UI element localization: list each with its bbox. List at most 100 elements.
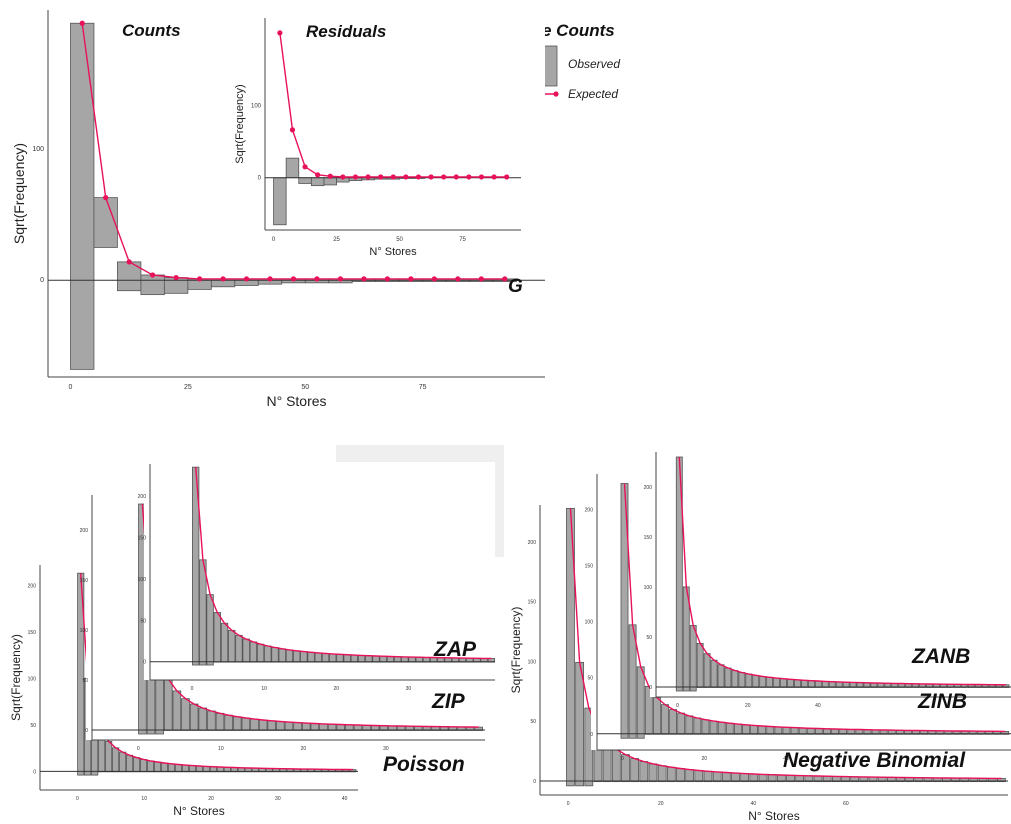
negative-binomial-y-tick-label: 0 bbox=[533, 779, 536, 785]
zip-bar bbox=[258, 719, 268, 731]
negative-binomial-bar bbox=[740, 773, 750, 783]
zinb-bar bbox=[620, 483, 629, 739]
poisson-expected-line bbox=[80, 573, 353, 771]
poisson-bar bbox=[167, 763, 175, 773]
zip-y-tick-label: 200 bbox=[80, 528, 89, 534]
counts-main-expected-point bbox=[243, 276, 250, 282]
zap-x-tick-label: 30 bbox=[406, 686, 412, 692]
zanb-bar bbox=[689, 625, 697, 692]
zanb-bar bbox=[800, 679, 808, 688]
counts-main-expected-point bbox=[314, 276, 320, 282]
residuals-inset-x-tick-label: 25 bbox=[333, 237, 340, 243]
residuals-inset-expected-point bbox=[491, 174, 497, 180]
residuals-inset-expected-point bbox=[289, 127, 296, 133]
zanb-x-tick-label: 20 bbox=[745, 703, 751, 709]
residuals-inset-chart: 0 25 50 75 0 100 N° Stores Sqrt(Frequency) bbox=[234, 16, 521, 258]
zip-expected-line bbox=[141, 503, 479, 728]
zanb-bar bbox=[682, 586, 690, 692]
zinb-bar bbox=[758, 725, 767, 735]
zanb-y-tick-label: 200 bbox=[644, 485, 653, 491]
zanb-y-tick-label: 0 bbox=[649, 685, 652, 691]
counts-main-expected-point bbox=[431, 276, 437, 282]
counts-main-expected-point bbox=[79, 20, 85, 26]
zap-bar bbox=[271, 647, 279, 663]
counts-main-x-tick-label: 25 bbox=[184, 384, 192, 391]
negative-binomial-x-tick-label: 40 bbox=[751, 801, 757, 807]
zap-label: ZAP bbox=[433, 638, 477, 661]
zanb-label: ZANB bbox=[911, 645, 970, 668]
counts-main-expected-point bbox=[126, 259, 132, 265]
counts-main-expected-point bbox=[337, 276, 344, 282]
zip-label: ZIP bbox=[431, 690, 466, 713]
negative-binomial-expected-line bbox=[569, 508, 1002, 780]
zip-y-tick-label: 150 bbox=[80, 578, 89, 584]
negative-binomial-x-tick-label: 60 bbox=[843, 801, 849, 807]
residuals-inset-expected-point bbox=[302, 164, 308, 170]
zanb-bar bbox=[724, 667, 732, 688]
residuals-inset-y-tick-label: 100 bbox=[251, 103, 262, 109]
zanb-bar bbox=[696, 643, 704, 688]
counts-main-y-axis-title: Sqrt(Frequency) bbox=[11, 143, 27, 244]
zap-bar bbox=[372, 655, 380, 663]
counts-main-expected-point bbox=[455, 276, 461, 282]
counts-main-expected-point bbox=[150, 272, 156, 278]
negative-binomial-bar bbox=[639, 761, 649, 783]
zinb-bar bbox=[750, 725, 759, 735]
poisson-bar bbox=[181, 764, 189, 773]
poisson-bar bbox=[112, 747, 120, 773]
negative-binomial-bar bbox=[676, 768, 685, 783]
zanb-bar bbox=[703, 653, 711, 688]
zap-y-tick-label: 100 bbox=[138, 577, 147, 583]
negative-binomial-bar bbox=[630, 758, 640, 783]
counts-main-x-tick-label: 75 bbox=[419, 384, 427, 391]
negative-binomial-y-tick-label: 100 bbox=[528, 659, 537, 665]
zinb-bar bbox=[709, 720, 718, 735]
zip-bar bbox=[250, 718, 259, 731]
residuals-inset-expected-point bbox=[277, 30, 283, 36]
counts-main-expected-point bbox=[196, 276, 203, 282]
poisson-x-tick-label: 40 bbox=[342, 796, 348, 802]
zap-bar bbox=[199, 559, 207, 666]
negative-binomial-bar bbox=[703, 770, 713, 783]
legend-expected-label: Expected bbox=[568, 87, 618, 101]
residuals-inset-x-tick-label: 0 bbox=[272, 237, 276, 243]
counts-main-expected-point bbox=[408, 276, 414, 282]
counts-main-expected-point bbox=[290, 276, 297, 282]
residuals-inset-x-tick-label: 50 bbox=[396, 237, 403, 243]
zinb-bar bbox=[652, 697, 661, 735]
negative-binomial-bar bbox=[721, 772, 731, 783]
residuals-inset-expected-point bbox=[403, 174, 409, 180]
zanb-bar bbox=[759, 676, 767, 688]
poisson-y-tick-label: 50 bbox=[30, 723, 36, 729]
residuals-inset-bar bbox=[285, 157, 300, 179]
poisson-y-axis-title: Sqrt(Frequency) bbox=[9, 634, 23, 721]
zip-x-tick-label: 20 bbox=[301, 746, 307, 752]
poisson-x-tick-label: 0 bbox=[76, 796, 79, 802]
zip-bar bbox=[293, 722, 302, 731]
zinb-y-tick-label: 50 bbox=[587, 676, 593, 682]
poisson-bar bbox=[140, 759, 148, 773]
negative-binomial-x-axis-title: N° Stores bbox=[748, 809, 799, 823]
residuals-inset-expected-point bbox=[365, 174, 371, 180]
zip-bar bbox=[267, 720, 277, 731]
legend-observed-label: Observed bbox=[568, 57, 620, 71]
zap-expected-line bbox=[195, 467, 492, 660]
poisson-bar bbox=[126, 754, 134, 773]
counts-main-bar bbox=[93, 197, 118, 248]
zap-bar bbox=[256, 643, 265, 663]
residuals-inset-expected-point bbox=[352, 174, 359, 180]
zip-bar bbox=[224, 714, 233, 731]
zinb-bar bbox=[742, 724, 750, 735]
poisson-bar bbox=[133, 757, 141, 773]
zap-y-tick-label: 0 bbox=[143, 660, 146, 666]
zanb-bar bbox=[717, 664, 725, 688]
poisson-x-tick-label: 20 bbox=[208, 796, 214, 802]
counts-main-expected-point bbox=[267, 276, 273, 282]
legend-expected-point-2 bbox=[553, 91, 559, 97]
zinb-bar bbox=[774, 726, 783, 735]
residuals-inset-y-axis-title: Sqrt(Frequency) bbox=[234, 84, 246, 163]
zap-bar bbox=[242, 638, 250, 663]
residuals-inset-expected-point bbox=[428, 174, 434, 180]
zap-x-tick-label: 10 bbox=[261, 686, 267, 692]
zip-bar bbox=[276, 721, 285, 731]
